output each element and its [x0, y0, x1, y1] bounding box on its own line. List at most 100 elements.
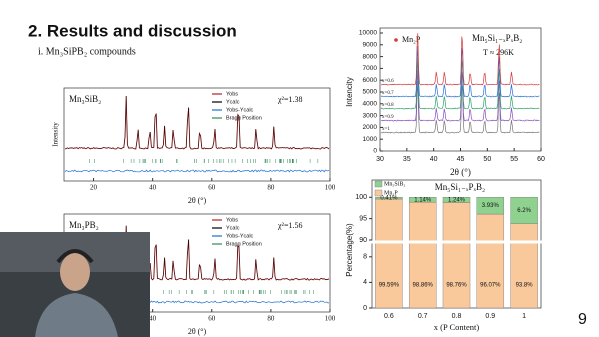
- x-tick-label: 30: [376, 156, 384, 163]
- legend-label: Yobs: [226, 217, 238, 223]
- y-tick-label: 0: [363, 305, 367, 312]
- chart-title: Mn₅Si₁₋ₓPₓB₂: [472, 33, 522, 43]
- axis-break: [368, 240, 545, 244]
- annotation: χ²=1.38: [277, 95, 302, 104]
- slide-title: 2. Results and discussion: [28, 21, 237, 40]
- y-tick-label: 0: [373, 148, 377, 155]
- face: [60, 253, 90, 291]
- x-tick-label: 60: [208, 184, 216, 192]
- x-tick-label: 60: [208, 315, 216, 323]
- shirt: [35, 293, 118, 337]
- x-tick-label: 45: [457, 156, 465, 163]
- bar-value-label: 3.93%: [482, 203, 500, 209]
- xrd-trace: [380, 81, 540, 134]
- bar-segment: [510, 197, 538, 224]
- x-tick-label: 80: [267, 315, 275, 323]
- y-tick-label: 5000: [363, 89, 378, 96]
- annotation: χ²=1.56: [277, 221, 302, 230]
- legend-label: Mn₅SiB₂: [384, 181, 406, 187]
- page-number: 9: [578, 311, 587, 328]
- x-tick-label: 20: [90, 184, 98, 192]
- x-tick-label: 35: [403, 156, 411, 163]
- y-tick-label: 4000: [363, 101, 378, 108]
- y-axis-label: Intensity: [52, 122, 60, 147]
- bar-segment: [408, 201, 437, 309]
- bar-value-label: 1.24%: [448, 197, 466, 203]
- legend-label: Ycalc: [226, 99, 240, 105]
- y-axis-label: Intencity: [345, 77, 354, 107]
- bar-segment: [375, 197, 403, 200]
- x-tick-label: 100: [325, 184, 336, 192]
- bar-value-label: 0.41%: [380, 196, 398, 202]
- x-tick-label: 60: [537, 156, 545, 163]
- y-tick-label: 2000: [363, 124, 378, 131]
- x-axis-label: 2θ (°): [188, 327, 207, 336]
- trace-label: x=0.8: [382, 103, 394, 108]
- headphones: [56, 249, 94, 264]
- x-tick-label: 55: [510, 156, 518, 163]
- difference-pattern: [64, 169, 330, 173]
- legend-label: Bragg Position: [226, 115, 262, 121]
- bar-value-label: 93.8%: [516, 283, 534, 289]
- x-tick-label: 100: [325, 315, 336, 323]
- x-tick-label: 40: [149, 315, 157, 323]
- x-tick-label: 0.6: [384, 313, 394, 320]
- y-tick-label: 7000: [363, 65, 378, 72]
- bar-segment: [476, 197, 505, 215]
- chart-title: Mn₅Si₁₋ₓPₓB₂: [435, 182, 485, 192]
- bar-segment: [442, 202, 471, 309]
- bar-value-label: 1.14%: [414, 197, 432, 203]
- xrd-trace: [380, 46, 540, 98]
- bar-segment: [442, 197, 471, 203]
- y-tick-label: 10000: [359, 30, 377, 37]
- y-tick-label: 3000: [363, 112, 378, 119]
- webcam: [0, 232, 150, 337]
- chart-title: Mn₃SiB₂: [69, 94, 101, 104]
- x-tick-label: 40: [430, 156, 438, 163]
- y-tick-label: 4: [363, 279, 367, 286]
- bar-segment: [476, 213, 505, 309]
- y-tick-label: 9000: [363, 42, 378, 49]
- bar-value-label: 6.2%: [517, 208, 531, 214]
- trace-label: x=0.9: [382, 115, 394, 120]
- bar-segment: [408, 197, 437, 203]
- trace-label: x=1: [382, 127, 390, 132]
- legend-label: Mn₂P: [384, 190, 398, 196]
- x-tick-label: 50: [483, 156, 491, 163]
- plot-frame: [63, 87, 331, 182]
- xrd-trace: [380, 58, 540, 110]
- y-tick-label: 95: [359, 215, 367, 222]
- x-axis-label: 2θ (°): [188, 196, 207, 205]
- y-axis-label: Percentage(%): [345, 223, 354, 277]
- calculated-pattern: [64, 95, 330, 150]
- legend-swatch: [374, 189, 383, 197]
- x-tick-label: 80: [267, 184, 275, 192]
- bar-segment: [375, 198, 403, 309]
- y-tick-label: 6000: [363, 77, 378, 84]
- x-tick-label: 0.8: [452, 313, 462, 320]
- trace-label: x=0.6: [382, 79, 394, 84]
- x-tick-label: 1: [522, 313, 526, 320]
- legend-label: Yobs-Ycalc: [226, 233, 254, 239]
- slide-subtitle: i. Mn₃SiPB₂ compounds: [38, 46, 136, 57]
- y-tick-label: 8000: [363, 53, 378, 60]
- legend-label: Yobs-Ycalc: [226, 107, 254, 113]
- x-tick-label: 0.9: [485, 313, 495, 320]
- y-tick-label: 90: [359, 237, 367, 244]
- x-axis-label: 2θ (°): [450, 167, 471, 177]
- y-tick-label: 8: [363, 254, 367, 261]
- marker-label: Mn₂P: [402, 35, 421, 44]
- bar-segment: [510, 223, 538, 309]
- legend-label: Bragg Position: [226, 241, 262, 247]
- legend-swatch: [374, 180, 383, 188]
- y-tick-label: 100: [355, 194, 367, 201]
- x-tick-label: 40: [149, 184, 157, 192]
- bar-value-label: 96.07%: [480, 283, 501, 289]
- legend-label: Ycalc: [226, 225, 240, 231]
- x-axis-label: x (P Content): [434, 322, 480, 332]
- y-tick-label: 1000: [363, 136, 378, 143]
- legend-label: Yobs: [226, 91, 238, 97]
- bar-value-label: 99.59%: [379, 283, 400, 289]
